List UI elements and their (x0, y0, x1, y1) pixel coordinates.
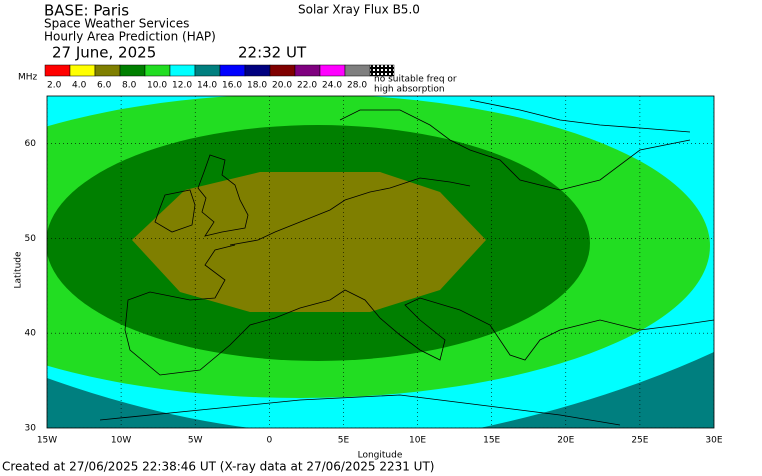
legend-label: 12.0 (172, 81, 192, 91)
band-14 (47, 378, 250, 428)
legend-swatch (194, 64, 221, 77)
legend-unit: MHz (18, 73, 38, 83)
legend-swatch (219, 64, 246, 77)
time: 22:32 UT (238, 44, 307, 62)
y-tick-label: 60 (25, 139, 37, 149)
coastlines (99, 99, 714, 426)
legend-label: 20.0 (272, 81, 292, 91)
legend-swatch (319, 64, 346, 77)
x-tick-label: 20E (557, 436, 574, 446)
legend-label: 8.0 (122, 81, 137, 91)
legend-label: 2.0 (47, 81, 62, 91)
legend-swatch (94, 64, 121, 77)
no-freq-label: no suitable freq or (374, 75, 457, 85)
legend-swatch (144, 64, 171, 77)
x-axis-title: Longitude (358, 451, 403, 461)
legend-label: 4.0 (72, 81, 87, 91)
x-tick-label: 15E (483, 436, 500, 446)
legend-swatch (69, 64, 96, 77)
legend-label: 24.0 (322, 81, 342, 91)
y-tick-label: 30 (25, 424, 37, 434)
legend-label: 28.0 (347, 81, 367, 91)
legend-swatch (44, 64, 71, 77)
y-axis-title: Latitude (14, 251, 24, 289)
legend-label: 18.0 (247, 81, 267, 91)
legend-swatch (269, 64, 296, 77)
org: Space Weather Services (44, 17, 189, 31)
base-title: BASE: Paris (44, 2, 129, 20)
product: Hourly Area Prediction (HAP) (44, 30, 216, 44)
x-tick-label: 5W (188, 436, 203, 446)
y-tick-label: 40 (25, 329, 37, 339)
x-tick-label: 10W (111, 436, 131, 446)
no-freq-label: high absorption (374, 85, 445, 95)
band-6 (132, 172, 486, 312)
legend-label: 16.0 (222, 81, 242, 91)
x-tick-label: 0 (266, 436, 272, 446)
legend-label: 14.0 (197, 81, 217, 91)
x-tick-label: 5E (338, 436, 350, 446)
legend-label: 6.0 (97, 81, 112, 91)
band-14 (480, 352, 714, 428)
legend-swatch (344, 64, 371, 77)
legend-swatch (294, 64, 321, 77)
flux: Solar Xray Flux B5.0 (298, 3, 420, 17)
legend-label: 22.0 (297, 81, 317, 91)
plot-frame (46, 95, 715, 429)
plot-area (47, 96, 714, 428)
footer: Created at 27/06/2025 22:38:46 UT (X-ray… (2, 460, 434, 474)
legend-swatch (169, 64, 196, 77)
legend-label: 10.0 (147, 81, 167, 91)
y-tick-label: 50 (25, 234, 37, 244)
date: 27 June, 2025 (52, 44, 156, 62)
x-tick-label: 25E (631, 436, 648, 446)
legend-swatch (244, 64, 271, 77)
x-tick-label: 30E (705, 436, 722, 446)
x-tick-label: 15W (37, 436, 57, 446)
x-tick-label: 10E (409, 436, 426, 446)
legend-swatch (119, 64, 146, 77)
